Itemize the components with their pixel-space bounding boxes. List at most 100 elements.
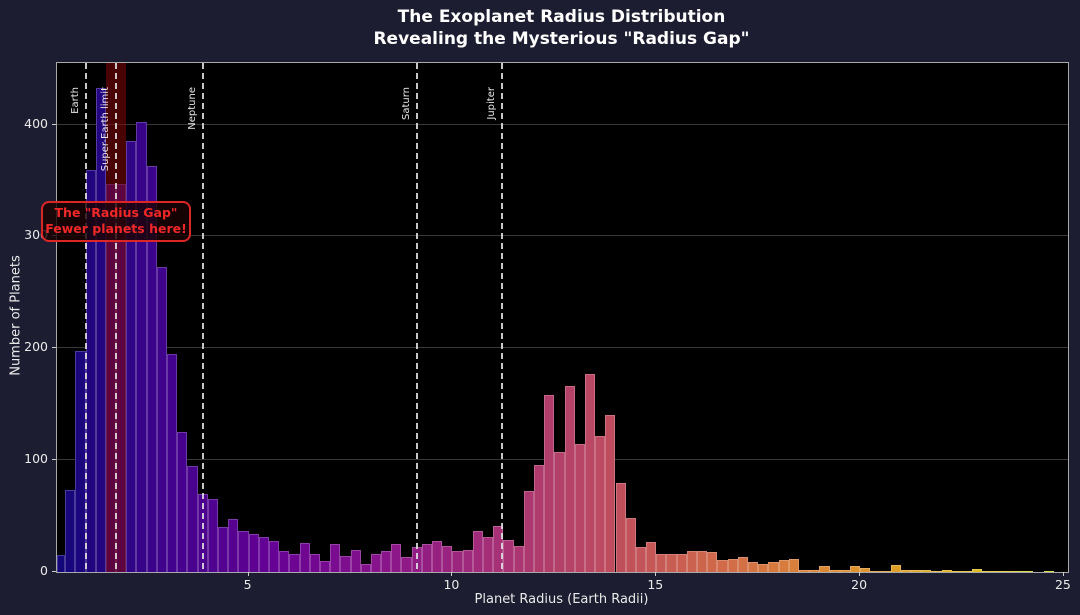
x-tick-label-5: 5 xyxy=(243,577,252,592)
histogram-bar xyxy=(656,554,667,572)
histogram-bar xyxy=(860,567,871,572)
histogram-bar xyxy=(472,530,483,572)
histogram-bar xyxy=(167,353,178,572)
histogram-bar xyxy=(1023,570,1034,572)
reference-line-neptune xyxy=(201,63,204,572)
histogram-bar xyxy=(248,533,259,572)
histogram-bar xyxy=(951,570,962,572)
y-tick-label-100: 100 xyxy=(24,451,48,467)
histogram-bar xyxy=(727,558,738,572)
histogram-bar xyxy=(523,491,534,572)
histogram-bar xyxy=(676,554,687,572)
histogram-bar xyxy=(819,566,830,572)
histogram-bar xyxy=(829,569,840,572)
reference-line-label: Saturn xyxy=(401,87,413,121)
gridline-y-400 xyxy=(57,123,1068,125)
histogram-bar xyxy=(605,415,616,572)
histogram-bar xyxy=(95,87,106,572)
chart-title-line2: Revealing the Mysterious "Radius Gap" xyxy=(373,29,750,49)
histogram-bar xyxy=(381,550,392,572)
histogram-bar xyxy=(126,141,137,572)
histogram-bar xyxy=(1043,570,1054,572)
histogram-bar xyxy=(554,452,565,572)
histogram-bar xyxy=(615,482,626,572)
histogram-bar xyxy=(533,464,545,572)
histogram-bar xyxy=(391,544,402,572)
radius-gap-annotation: The "Radius Gap" Fewer planets here! xyxy=(41,201,191,242)
histogram-bar xyxy=(65,490,76,572)
histogram-bar xyxy=(513,546,524,572)
histogram-bar xyxy=(737,557,748,572)
x-tickmark xyxy=(859,572,861,576)
histogram-bar xyxy=(319,560,331,572)
histogram-bar xyxy=(432,540,443,572)
histogram-bar xyxy=(921,569,932,572)
y-tickmark xyxy=(52,459,56,461)
reference-line-label: Super-Earth limit xyxy=(100,87,112,172)
histogram-bar xyxy=(747,561,759,572)
histogram-bar xyxy=(544,395,555,572)
gridline-y-300 xyxy=(57,235,1068,237)
histogram-bar xyxy=(289,554,300,572)
histogram-bar xyxy=(758,564,769,572)
chart-title-line1: The Exoplanet Radius Distribution xyxy=(397,7,726,27)
histogram-bar xyxy=(666,554,677,572)
reference-line-jupiter xyxy=(500,63,503,572)
histogram-bar xyxy=(340,556,351,572)
histogram-bar xyxy=(595,435,606,572)
y-tick-label-400: 400 xyxy=(24,115,48,131)
histogram-bar xyxy=(686,550,698,572)
histogram-bar xyxy=(57,555,66,572)
histogram-bar xyxy=(778,559,789,572)
reference-line-label: Earth xyxy=(69,87,81,114)
y-axis-label: Number of Planets xyxy=(8,255,24,376)
x-tick-label-25: 25 xyxy=(1054,577,1071,592)
histogram-bar xyxy=(564,386,575,572)
histogram-bar xyxy=(330,544,341,572)
histogram-bar xyxy=(707,551,718,572)
histogram-bar xyxy=(788,558,799,572)
histogram-bar xyxy=(625,518,636,572)
histogram-bar xyxy=(503,539,514,572)
histogram-bar xyxy=(900,569,912,572)
radius-gap-annotation-line2: Fewer planets here! xyxy=(45,221,187,236)
x-tick-label-20: 20 xyxy=(851,577,868,592)
histogram-bar xyxy=(768,561,779,572)
histogram-bar xyxy=(972,568,983,572)
histogram-bar xyxy=(717,559,728,572)
x-tick-label-15: 15 xyxy=(647,577,664,592)
reference-line-saturn xyxy=(416,63,419,572)
histogram-bar xyxy=(839,569,850,572)
histogram-bar xyxy=(279,550,290,572)
y-tick-label-0: 0 xyxy=(40,563,48,578)
histogram-bar xyxy=(870,570,881,572)
histogram-bar xyxy=(809,569,820,572)
y-tickmark xyxy=(52,571,56,572)
histogram-bar xyxy=(268,540,280,572)
reference-line-super-earth-limit xyxy=(115,63,118,572)
y-tickmark xyxy=(52,123,56,125)
x-axis-label: Planet Radius (Earth Radii) xyxy=(474,592,649,607)
histogram-bar xyxy=(584,374,596,572)
x-tickmark xyxy=(1062,572,1064,576)
x-tick-label-10: 10 xyxy=(443,577,460,592)
histogram-bar xyxy=(890,565,901,572)
histogram-bar xyxy=(483,537,494,572)
histogram-bar xyxy=(574,444,585,572)
histogram-bar xyxy=(350,549,361,572)
histogram-bar xyxy=(228,519,239,572)
histogram-bar xyxy=(401,557,412,572)
histogram-bar xyxy=(931,570,942,572)
histogram-bar xyxy=(962,570,973,572)
histogram-bar xyxy=(207,499,219,572)
histogram-bar xyxy=(941,569,952,572)
histogram-bar xyxy=(299,542,310,572)
histogram-bar xyxy=(360,564,371,572)
reference-line-label: Jupiter xyxy=(485,87,497,120)
radius-gap-annotation-line1: The "Radius Gap" xyxy=(54,205,178,220)
y-tickmark xyxy=(52,347,56,349)
histogram-bar xyxy=(156,266,168,572)
histogram-bar xyxy=(238,530,249,572)
x-tickmark xyxy=(451,572,453,576)
histogram-bar xyxy=(849,566,861,572)
